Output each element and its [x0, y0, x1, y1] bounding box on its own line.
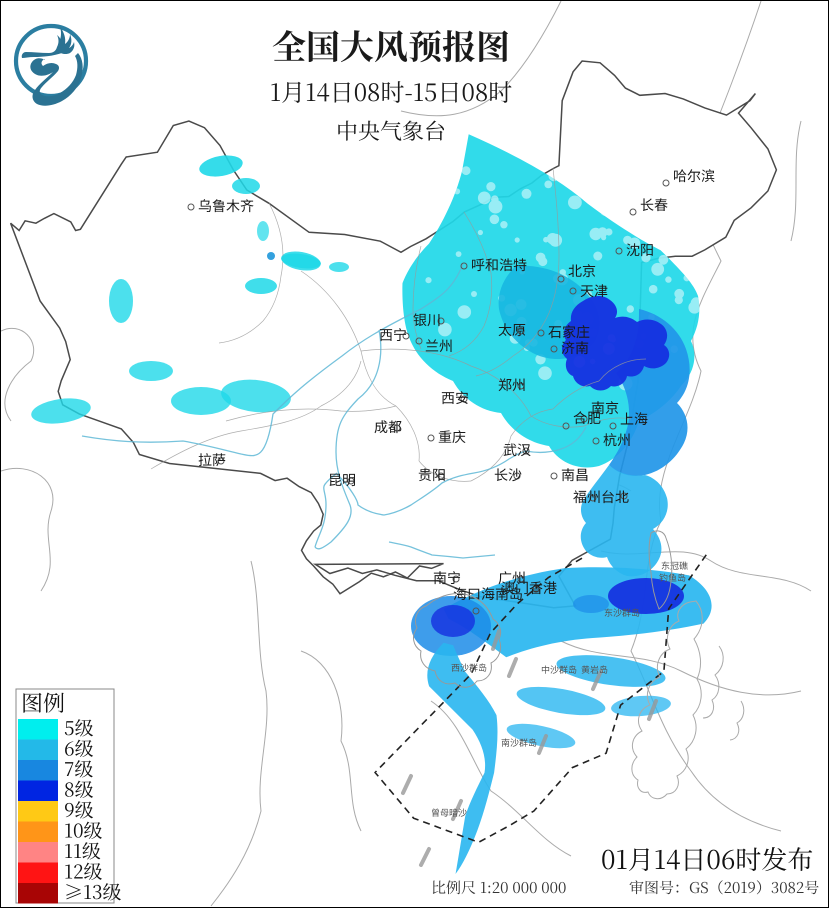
- svg-text:全国大风预报图: 全国大风预报图: [272, 20, 510, 69]
- svg-text:郑州: 郑州: [498, 377, 526, 393]
- svg-text:北京: 北京: [568, 263, 596, 279]
- svg-text:太原: 太原: [498, 322, 526, 338]
- svg-text:昆明: 昆明: [328, 472, 356, 488]
- svg-text:上海: 上海: [620, 411, 648, 427]
- svg-text:中央气象台: 中央气象台: [336, 115, 446, 146]
- svg-text:审图号：GS（2019）3082号: 审图号：GS（2019）3082号: [629, 877, 819, 898]
- svg-text:杭州: 杭州: [603, 432, 631, 448]
- svg-text:南京: 南京: [591, 400, 619, 416]
- svg-text:钓鱼岛: 钓鱼岛: [659, 573, 686, 583]
- svg-text:中沙群岛: 中沙群岛: [541, 665, 577, 675]
- svg-text:南宁: 南宁: [433, 570, 461, 586]
- svg-text:≥13级: ≥13级: [64, 878, 122, 905]
- svg-text:东冠礁: 东冠礁: [661, 561, 688, 571]
- svg-text:1月14日08时-15日08时: 1月14日08时-15日08时: [270, 73, 512, 108]
- svg-text:济南: 济南: [561, 340, 589, 356]
- svg-text:哈尔滨: 哈尔滨: [673, 168, 715, 184]
- svg-text:长沙: 长沙: [494, 467, 522, 483]
- svg-text:银川: 银川: [413, 312, 441, 328]
- svg-text:南沙群岛: 南沙群岛: [501, 738, 537, 748]
- svg-text:拉萨: 拉萨: [198, 452, 226, 468]
- svg-text:01月14日06时发布: 01月14日06时发布: [601, 840, 813, 877]
- svg-text:图例: 图例: [21, 687, 65, 718]
- svg-text:西宁: 西宁: [379, 327, 407, 343]
- svg-text:乌鲁木齐: 乌鲁木齐: [198, 198, 254, 214]
- svg-text:重庆: 重庆: [438, 429, 466, 445]
- svg-text:西安: 西安: [441, 390, 469, 406]
- svg-text:石家庄: 石家庄: [548, 324, 590, 340]
- svg-text:长春: 长春: [640, 197, 668, 213]
- svg-text:南昌: 南昌: [561, 467, 589, 483]
- svg-text:兰州: 兰州: [425, 338, 453, 354]
- svg-text:西沙群岛: 西沙群岛: [451, 663, 487, 673]
- svg-text:沈阳: 沈阳: [626, 242, 654, 258]
- svg-text:福州台北: 福州台北: [573, 489, 629, 505]
- svg-text:天津: 天津: [580, 283, 608, 299]
- svg-text:成都: 成都: [374, 419, 402, 435]
- svg-text:贵阳: 贵阳: [418, 467, 446, 483]
- svg-text:东沙群岛: 东沙群岛: [604, 608, 640, 618]
- svg-text:呼和浩特: 呼和浩特: [471, 257, 527, 273]
- svg-text:比例尺 1:20 000 000: 比例尺 1:20 000 000: [431, 877, 566, 898]
- svg-text:黄岩岛: 黄岩岛: [581, 665, 608, 675]
- svg-text:武汉: 武汉: [503, 442, 531, 458]
- svg-text:曾母暗沙: 曾母暗沙: [431, 808, 467, 818]
